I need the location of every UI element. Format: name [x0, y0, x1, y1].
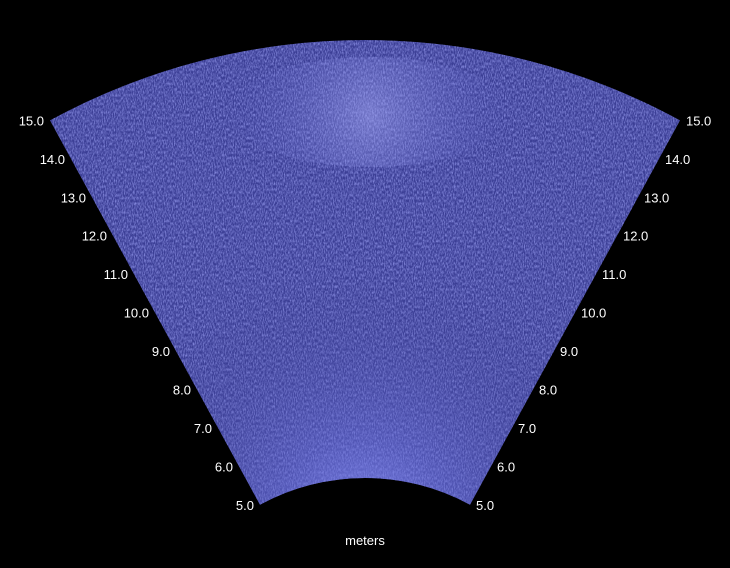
unit-label: meters: [345, 533, 385, 548]
left-range-tick: 11.0: [104, 267, 128, 282]
left-range-tick: 8.0: [173, 382, 191, 397]
left-range-tick: 12.0: [82, 229, 107, 244]
right-range-tick: 14.0: [665, 152, 690, 167]
left-range-tick: 5.0: [236, 498, 254, 513]
right-range-tick: 15.0: [686, 113, 711, 128]
target-return-region: [230, 57, 510, 167]
right-range-tick: 5.0: [476, 498, 494, 513]
right-range-tick: 9.0: [560, 344, 578, 359]
right-range-tick: 12.0: [623, 229, 648, 244]
left-range-tick: 10.0: [124, 306, 149, 321]
right-range-scale: 5.0 6.0 7.0 8.0 9.0 10.0 11.0 12.0 13.0 14.0 15.0: [476, 113, 711, 512]
right-range-tick: 6.0: [497, 459, 515, 474]
left-range-tick: 9.0: [152, 344, 170, 359]
left-range-tick: 7.0: [194, 421, 212, 436]
left-range-scale: 5.0 6.0 7.0 8.0 9.0 10.0 11.0 12.0 13.0 14.0 15.0: [19, 113, 254, 512]
left-range-tick: 6.0: [215, 459, 233, 474]
right-range-tick: 10.0: [581, 306, 606, 321]
left-range-tick: 14.0: [40, 152, 65, 167]
right-range-tick: 11.0: [602, 267, 626, 282]
left-range-tick: 15.0: [19, 113, 44, 128]
left-range-tick: 13.0: [61, 190, 86, 205]
right-range-tick: 7.0: [518, 421, 536, 436]
right-range-tick: 13.0: [644, 190, 669, 205]
right-range-tick: 8.0: [539, 382, 557, 397]
